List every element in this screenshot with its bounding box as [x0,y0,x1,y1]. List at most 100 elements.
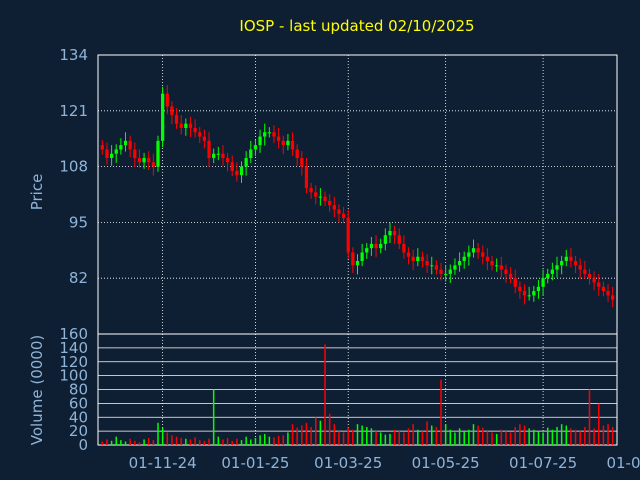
volume-tick-label: 120 [59,353,88,371]
candle-body [560,261,564,266]
candle-body [258,136,262,146]
candle-body [109,153,114,159]
candle-body [513,278,517,287]
price-grid [98,110,617,279]
candle-body [137,158,142,163]
candles [100,85,615,308]
candle-body [597,282,601,287]
candle-body [439,269,443,274]
candle-body [249,149,253,159]
price-panel-frame [97,54,618,335]
volume-tick-label: 60 [69,394,88,412]
candle-body [611,295,615,300]
candle-body [221,153,225,159]
candle-body [290,140,295,150]
candle-body [332,205,336,210]
candle-body [522,291,527,296]
candle-body [569,256,573,262]
candle-body [128,140,132,150]
candle-body [444,273,448,275]
candle-body [355,261,360,266]
candle-body [184,123,188,128]
candle-body [448,269,452,274]
candle-body [587,273,592,279]
candle-body [323,196,327,201]
candle-body [244,158,248,167]
candle-body [578,265,582,270]
candle-body [457,261,462,266]
candle-body [341,213,346,219]
candle-body [174,115,179,124]
x-ticks: 01-11-24 01-01-25 01-03-25 01-05-25 01-07-25… [129,55,640,472]
candle-body [179,123,183,128]
x-tick-label: 01-01-25 [221,454,289,472]
candle-body [379,243,383,249]
candle-body [411,256,415,262]
candle-body [272,132,276,137]
candle-body [504,269,508,274]
candle-body [216,153,220,155]
volume-tick-label: 100 [59,367,88,385]
candle-body [485,256,490,262]
x-tick-label: 01-09-25 [606,454,640,472]
candle-body [402,243,406,253]
candle-body [170,106,174,116]
candle-body [119,145,123,150]
candle-body [277,136,281,141]
candle-body [286,140,290,146]
candle-body [309,188,313,193]
candle-body [239,166,244,176]
candle-body [369,243,374,249]
candle-body [207,140,211,159]
candle-body [416,256,420,262]
candle-body [383,235,387,244]
candle-body [360,252,364,262]
candle-body [193,127,197,133]
candle-body [495,265,499,267]
volume-tick-label: 140 [59,339,88,357]
candle-body [314,192,318,197]
candle-body [467,252,471,257]
candle-body [161,93,165,141]
candle-body [105,149,109,159]
candle-body [230,162,234,171]
candle-body [346,218,350,253]
candle-body [527,295,531,297]
candle-body [420,256,425,262]
candle-body [481,252,485,257]
candle-body [573,261,578,266]
candle-body [425,261,429,266]
candle-body [430,265,434,267]
x-tick-label: 01-03-25 [314,454,382,472]
volume-tick-label: 160 [59,325,88,343]
candle-body [235,170,239,176]
x-tick-label: 01-11-24 [129,454,197,472]
candle-body [304,166,309,189]
candle-body [434,265,438,270]
candle-body [555,265,559,270]
candle-body [133,149,137,159]
candle-body [147,158,151,163]
candle-body [462,256,466,262]
candle-body [198,132,202,137]
candle-body [532,291,536,296]
candle-body [453,265,457,270]
candle-body [550,269,554,274]
candle-body [397,235,401,244]
candle-body [337,209,341,214]
candle-body [592,278,596,283]
chart-title: IOSP - last updated 02/10/2025 [239,17,474,35]
candle-body [564,256,568,262]
volume-bars [101,344,614,445]
candle-body [300,158,304,167]
candle-body [281,140,285,146]
volume-tick-label: 0 [78,436,88,454]
candle-body [295,149,299,159]
volume-axis-label: Volume (0000) [28,335,46,445]
price-tick-label: 134 [59,46,88,64]
candle-body [388,230,392,236]
candle-body [518,286,522,292]
candle-body [328,200,332,206]
candle-body [406,252,411,257]
